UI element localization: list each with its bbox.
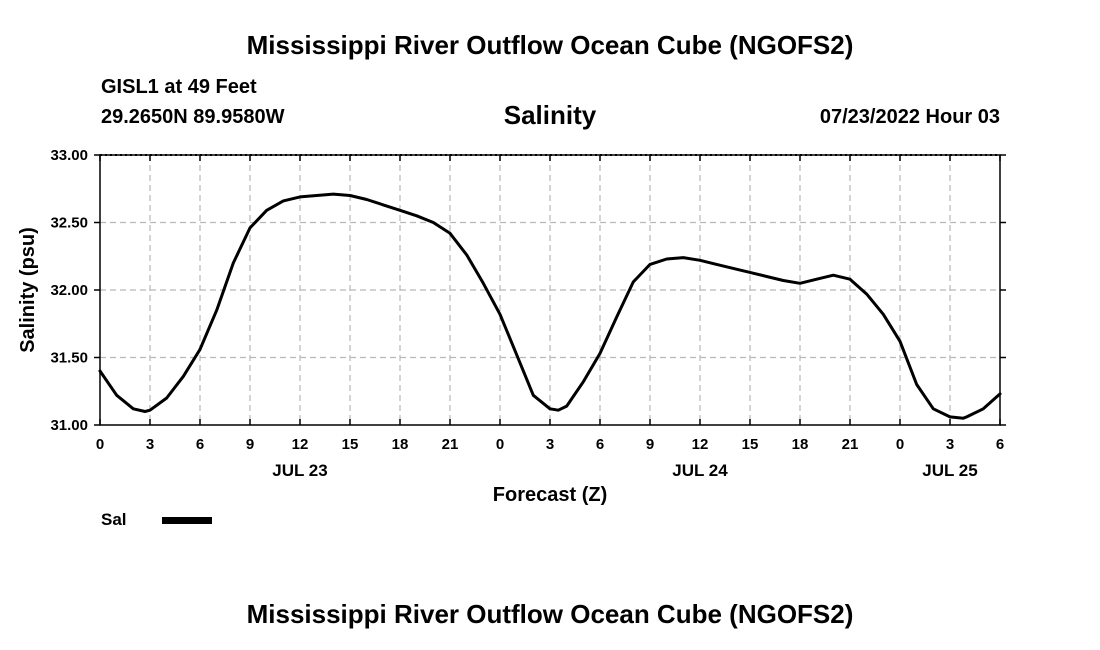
x-tick-label: 15 bbox=[342, 436, 359, 453]
x-tick-label: 6 bbox=[996, 436, 1004, 453]
legend-line-swatch bbox=[162, 517, 212, 524]
date-label: JUL 23 bbox=[272, 461, 327, 480]
series-line-salinity bbox=[98, 192, 1002, 420]
x-tick-label: 6 bbox=[596, 436, 604, 453]
x-tick-label: 9 bbox=[246, 436, 254, 453]
x-tick-label: 0 bbox=[896, 436, 904, 453]
y-tick-label: 32.50 bbox=[50, 215, 88, 232]
y-axis-label: Salinity (psu) bbox=[17, 227, 39, 353]
station-label: GISL1 at 49 Feet bbox=[101, 76, 257, 98]
forecast-timestamp: 07/23/2022 Hour 03 bbox=[819, 106, 1000, 128]
x-tick-label: 15 bbox=[742, 436, 759, 453]
y-tick-label: 33.00 bbox=[50, 147, 88, 164]
x-tick-label: 9 bbox=[646, 436, 654, 453]
x-tick-label: 18 bbox=[792, 436, 809, 453]
y-tick-label: 32.00 bbox=[50, 282, 88, 299]
x-tick-label: 18 bbox=[392, 436, 409, 453]
y-tick-label: 31.00 bbox=[50, 417, 88, 434]
x-tick-label: 0 bbox=[96, 436, 104, 453]
x-tick-label: 0 bbox=[496, 436, 504, 453]
x-tick-label: 12 bbox=[292, 436, 309, 453]
x-tick-label: 12 bbox=[692, 436, 709, 453]
salinity-chart: 0 3 6 9 12 15 18 21 0 3 6 9 12 15 18 21 0 3 6 31.00 31.50 32.… bbox=[17, 147, 1006, 506]
x-tick-label: 3 bbox=[146, 436, 154, 453]
x-axis-label: Forecast (Z) bbox=[493, 484, 607, 506]
x-tick-label: 3 bbox=[546, 436, 554, 453]
chart-title: Salinity bbox=[503, 100, 597, 130]
date-label: JUL 25 bbox=[922, 461, 977, 480]
y-tick-label: 31.50 bbox=[50, 350, 88, 367]
x-tick-label: 6 bbox=[196, 436, 204, 453]
legend-label: Sal bbox=[101, 510, 127, 529]
x-tick-label: 21 bbox=[442, 436, 459, 453]
x-tick-label: 21 bbox=[842, 436, 859, 453]
station-coordinates: 29.2650N 89.9580W bbox=[101, 106, 285, 128]
x-tick-label: 3 bbox=[946, 436, 954, 453]
date-label: JUL 24 bbox=[672, 461, 728, 480]
page-title-bottom: Mississippi River Outflow Ocean Cube (NG… bbox=[246, 599, 854, 629]
page-title-top: Mississippi River Outflow Ocean Cube (NG… bbox=[246, 30, 854, 60]
